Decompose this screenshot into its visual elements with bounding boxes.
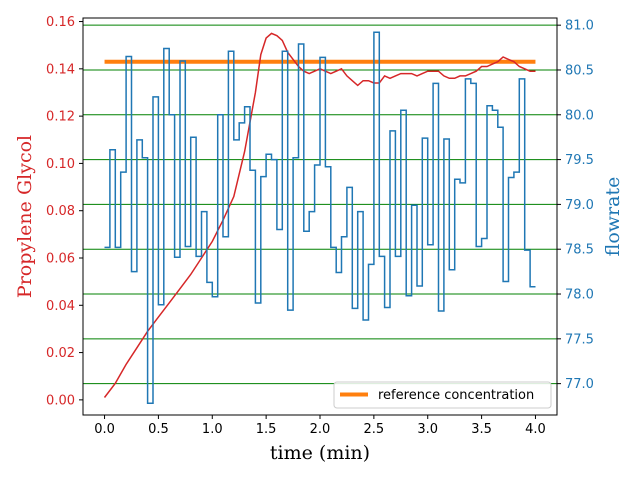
legend-label-reference: reference concentration: [378, 388, 534, 403]
right-tick-label: 80.0: [565, 108, 594, 123]
left-tick-label: 0.04: [46, 299, 75, 314]
right-tick-label: 77.5: [565, 332, 594, 347]
x-tick-label: 2.0: [310, 422, 331, 437]
x-tick-label: 1.5: [256, 422, 277, 437]
axis-layer: 0.0 0.5 1.0 1.5 2.0 2.5 3.0 3.5 4.0 0.00 0.02 0.04 0…: [46, 15, 594, 437]
right-tick-label: 79.5: [565, 153, 594, 168]
left-tick-label: 0.10: [46, 157, 75, 172]
right-tick-label: 80.5: [565, 63, 594, 78]
x-tick-label: 2.5: [364, 422, 385, 437]
right-tick-label: 79.0: [565, 198, 594, 213]
left-tick-label: 0.12: [46, 110, 75, 125]
x-tick-label: 4.0: [525, 422, 546, 437]
right-tick-label: 78.5: [565, 243, 594, 258]
x-tick-label: 3.5: [471, 422, 492, 437]
right-tick-label: 77.0: [565, 377, 594, 392]
x-tick-label: 0.0: [94, 422, 115, 437]
x-tick-label: 1.0: [202, 422, 223, 437]
left-tick-label: 0.08: [46, 204, 75, 219]
left-tick-label: 0.14: [46, 62, 75, 77]
legend: reference concentration: [333, 381, 552, 409]
right-tick-label: 78.0: [565, 288, 594, 303]
right-axis-label: flowrate: [602, 177, 624, 257]
series-layer: [103, 31, 536, 405]
flowrate-step-line: [104, 31, 536, 405]
x-tick-label: 0.5: [148, 422, 169, 437]
left-tick-label: 0.06: [46, 251, 75, 266]
left-axis-label: Propylene Glycol: [14, 135, 36, 298]
x-tick-label: 3.0: [417, 422, 438, 437]
x-axis-label: time (min): [270, 442, 370, 464]
left-tick-label: 0.00: [46, 393, 75, 408]
left-tick-label: 0.02: [46, 346, 75, 361]
right-tick-label: 81.0: [565, 19, 594, 34]
legend-box: [333, 381, 552, 409]
left-tick-label: 0.16: [46, 15, 75, 30]
